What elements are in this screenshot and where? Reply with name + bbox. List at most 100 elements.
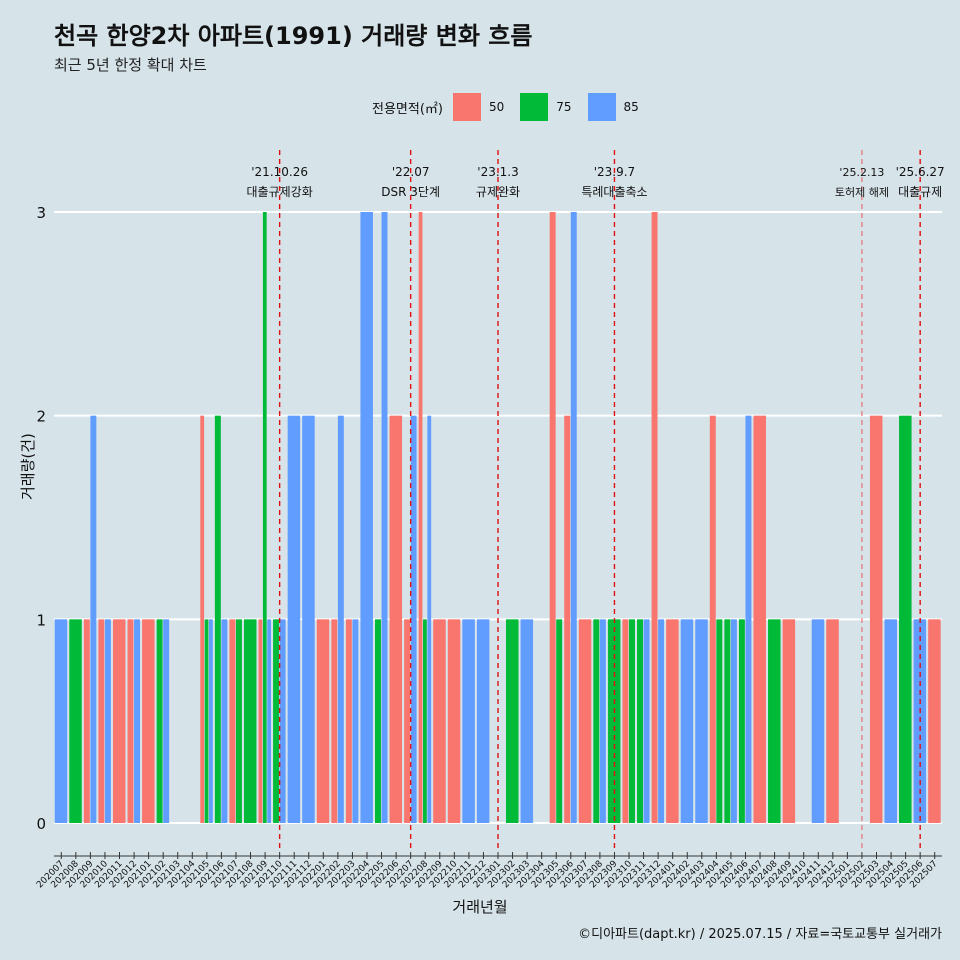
bar-50-202407 — [753, 415, 766, 823]
legend-label-85: 85 — [623, 100, 639, 114]
bar-75-202310 — [629, 619, 635, 823]
legend-label-50: 50 — [488, 100, 505, 114]
event-date: '22.07 — [392, 165, 430, 179]
bar-50-202202 — [331, 619, 338, 823]
bar-75-202406 — [738, 619, 745, 823]
bar-75-202308 — [593, 619, 600, 823]
bar-85-202202 — [337, 415, 344, 823]
legend-item-75: 75 — [520, 93, 583, 121]
legend-swatch-50 — [452, 93, 481, 121]
bar-75-202404 — [716, 619, 723, 823]
y-tick-label: 3 — [36, 204, 46, 222]
bar-85-202012 — [134, 619, 141, 823]
bar-85-202102 — [163, 619, 170, 823]
bar-85-202203 — [352, 619, 359, 823]
bar-85-202402 — [680, 619, 694, 823]
bar-85-202111 — [287, 415, 301, 823]
bar-50-202105 — [200, 415, 205, 823]
bar-50-202307 — [578, 619, 592, 823]
event-date: '25.2.13 — [839, 166, 884, 179]
bar-50-202107 — [229, 619, 236, 823]
x-axis-label: 거래년월 — [452, 898, 508, 916]
bar-50-202209 — [433, 619, 446, 823]
bar-85-202403 — [695, 619, 708, 823]
bar-85-202207 — [410, 415, 417, 823]
bar-75-202311 — [637, 619, 643, 823]
bar-50-202404 — [709, 415, 716, 823]
bar-75-202105 — [204, 619, 209, 823]
bar-50-202207 — [404, 619, 411, 823]
y-tick-label: 1 — [36, 611, 46, 629]
bar-75-202110 — [273, 619, 280, 823]
bar-75-202405 — [724, 619, 731, 823]
bar-75-202008 — [69, 619, 82, 823]
bar-85-202406 — [745, 415, 752, 823]
bar-85-202205 — [381, 212, 388, 823]
bar-75-202408 — [768, 619, 781, 823]
bar-50-202208 — [418, 212, 423, 823]
event-date: '21.10.26 — [251, 165, 308, 179]
event-label: DSR 3단계 — [381, 185, 440, 199]
bar-85-202009 — [90, 415, 97, 823]
bar-50-202206 — [389, 415, 403, 823]
bar-85-202308 — [599, 619, 606, 823]
bar-50-202210 — [447, 619, 461, 823]
legend-title: 전용면적(㎡) — [372, 101, 443, 117]
y-tick-label: 2 — [36, 408, 46, 426]
bar-85-202212 — [476, 619, 490, 823]
legend-swatch-75 — [520, 93, 549, 121]
bar-85-202211 — [462, 619, 475, 823]
bar-75-202205 — [374, 619, 381, 823]
bar-75-202305 — [556, 619, 563, 823]
bar-85-202303 — [520, 619, 534, 823]
bar-85-202208 — [427, 415, 432, 823]
bar-85-202007 — [54, 619, 68, 823]
bar-85-202109 — [267, 619, 272, 823]
bar-85-202411 — [811, 619, 825, 823]
event-date: '23.9.7 — [594, 165, 635, 179]
bar-50-202012 — [127, 619, 134, 823]
bar-50-202310 — [622, 619, 629, 823]
y-axis-label: 거래량(건) — [19, 433, 37, 500]
chart-title: 천곡 한양2차 아파트(1991) 거래량 변화 흐름 — [54, 22, 533, 50]
bar-85-202105 — [209, 619, 213, 823]
bar-85-202306 — [570, 212, 577, 823]
event-label: 대출규제 — [898, 185, 942, 199]
bar-85-202110 — [279, 619, 286, 823]
bar-75-202108 — [243, 619, 257, 823]
event-date: '25.6.27 — [896, 165, 945, 179]
event-label: 특례대출축소 — [581, 185, 647, 199]
event-label: 규제완화 — [476, 185, 520, 199]
event-date: '23.1.3 — [477, 165, 518, 179]
chart-subtitle: 최근 5년 한정 확대 차트 — [54, 56, 207, 74]
bar-50-202507 — [928, 619, 941, 823]
bar-85-202311 — [643, 619, 650, 823]
bar-85-202106 — [221, 619, 228, 823]
source-caption: ©디아파트(dapt.kr) / 2025.07.15 / 자료=국토교통부 실… — [578, 927, 942, 942]
bar-85-202504 — [884, 619, 897, 823]
bar-50-202503 — [869, 415, 883, 823]
legend-label-75: 75 — [556, 100, 572, 114]
legend-item-85: 85 — [587, 93, 651, 121]
bar-85-202010 — [104, 619, 111, 823]
bar-75-202106 — [214, 415, 221, 823]
legend-swatch-85 — [587, 93, 616, 121]
bar-75-202109 — [262, 212, 267, 823]
bar-50-202401 — [666, 619, 679, 823]
bar-50-202312 — [651, 212, 658, 823]
bar-50-202009 — [83, 619, 90, 823]
bar-85-202405 — [730, 619, 737, 823]
legend-item-50: 50 — [452, 93, 516, 121]
legend: 전용면적(㎡) 50 75 85 — [372, 93, 651, 121]
y-tick-label: 0 — [36, 815, 46, 833]
bar-50-202101 — [142, 619, 155, 823]
bar-50-202203 — [345, 619, 352, 823]
bar-75-202208 — [423, 619, 427, 823]
bar-50-202010 — [98, 619, 105, 823]
bar-50-202412 — [826, 619, 839, 823]
bar-50-202109 — [258, 619, 263, 823]
event-label: 대출규제강화 — [247, 185, 313, 199]
bar-50-202409 — [782, 619, 796, 823]
bar-50-202305 — [549, 212, 556, 823]
